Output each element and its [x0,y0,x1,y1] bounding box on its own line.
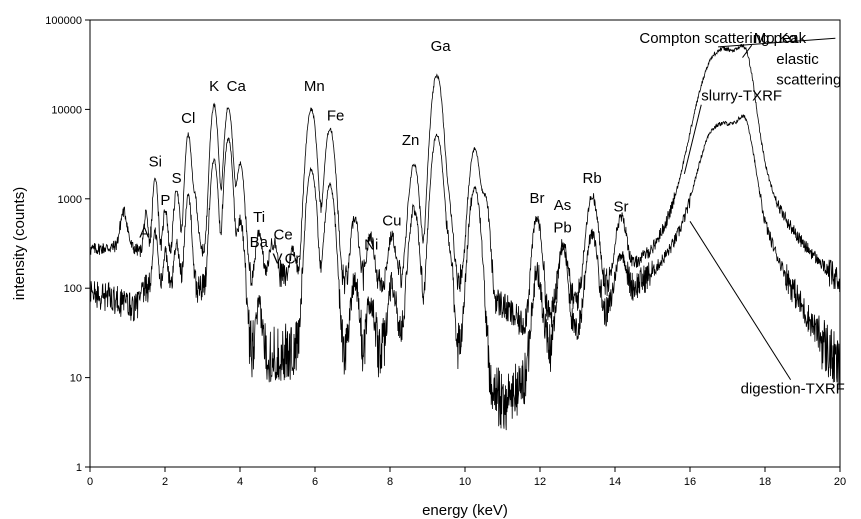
peak-label-Zn: Zn [402,132,420,149]
annotation-label: digestion-TXRF [741,381,845,398]
peak-label-P: P [160,192,170,209]
peak-label-Pb: Pb [553,219,571,236]
annotation-label: elastic [776,51,819,68]
peak-label-S: S [172,170,182,187]
peak-label-As: As [554,197,572,214]
peak-label-Br: Br [530,190,545,207]
peak-label-Si: Si [149,153,162,170]
annotation-label: slurry-TXRF [701,88,782,105]
peak-label-Ba: Ba [250,234,269,251]
x-tick-label: 6 [312,476,318,488]
peak-label-Ti: Ti [253,209,265,226]
peak-label-Ce: Ce [274,227,293,244]
x-tick-label: 10 [459,476,471,488]
x-tick-label: 16 [684,476,696,488]
x-tick-label: 14 [609,476,621,488]
peak-label-Ca: Ca [227,78,247,95]
peak-label-Cr: Cr [285,250,301,267]
peak-label-Cu: Cu [382,213,401,230]
peak-label-Cl: Cl [181,110,195,127]
y-tick-label: 1000 [58,194,82,206]
x-axis-title: energy (keV) [422,502,508,519]
x-tick-label: 12 [534,476,546,488]
y-tick-label: 1 [76,462,82,474]
y-tick-label: 10000 [51,104,82,116]
y-tick-label: 100 [64,283,82,295]
x-tick-label: 20 [834,476,846,488]
peak-label-Ni: Ni [364,237,378,254]
peak-label-Sr: Sr [614,199,629,216]
peak-label-Al: Al [139,224,152,241]
series-line-digestion-TXRF [89,114,841,431]
y-tick-label: 100000 [45,15,82,27]
peak-label-Fe: Fe [327,108,345,125]
peak-label-Ga: Ga [431,38,452,55]
annotation-label: scattering [776,71,841,88]
x-tick-label: 18 [759,476,771,488]
peak-label-K: K [209,78,219,95]
annotation-leader-line [689,221,792,381]
annotation-leader-line [718,37,836,48]
x-tick-label: 2 [162,476,168,488]
annotation-label: Mo Kα [754,30,798,47]
series-layer [89,43,841,431]
y-tick-label: 10 [70,373,82,385]
annotation-leader-line [742,44,753,58]
x-tick-label: 0 [87,476,93,488]
peak-label-V: V [272,250,282,267]
peak-label-Mn: Mn [304,78,325,95]
annotation-leader-line [683,104,702,174]
x-tick-label: 8 [387,476,393,488]
x-tick-label: 4 [237,476,243,488]
series-line-slurry-TXRF [89,43,841,336]
axis-layer: 0 2 4 6 8 10 12 14 16 18 20 1 10 100 1000 10000 100000 [45,15,846,488]
y-axis-title: intensity (counts) [11,187,28,300]
peak-label-Rb: Rb [583,170,602,187]
